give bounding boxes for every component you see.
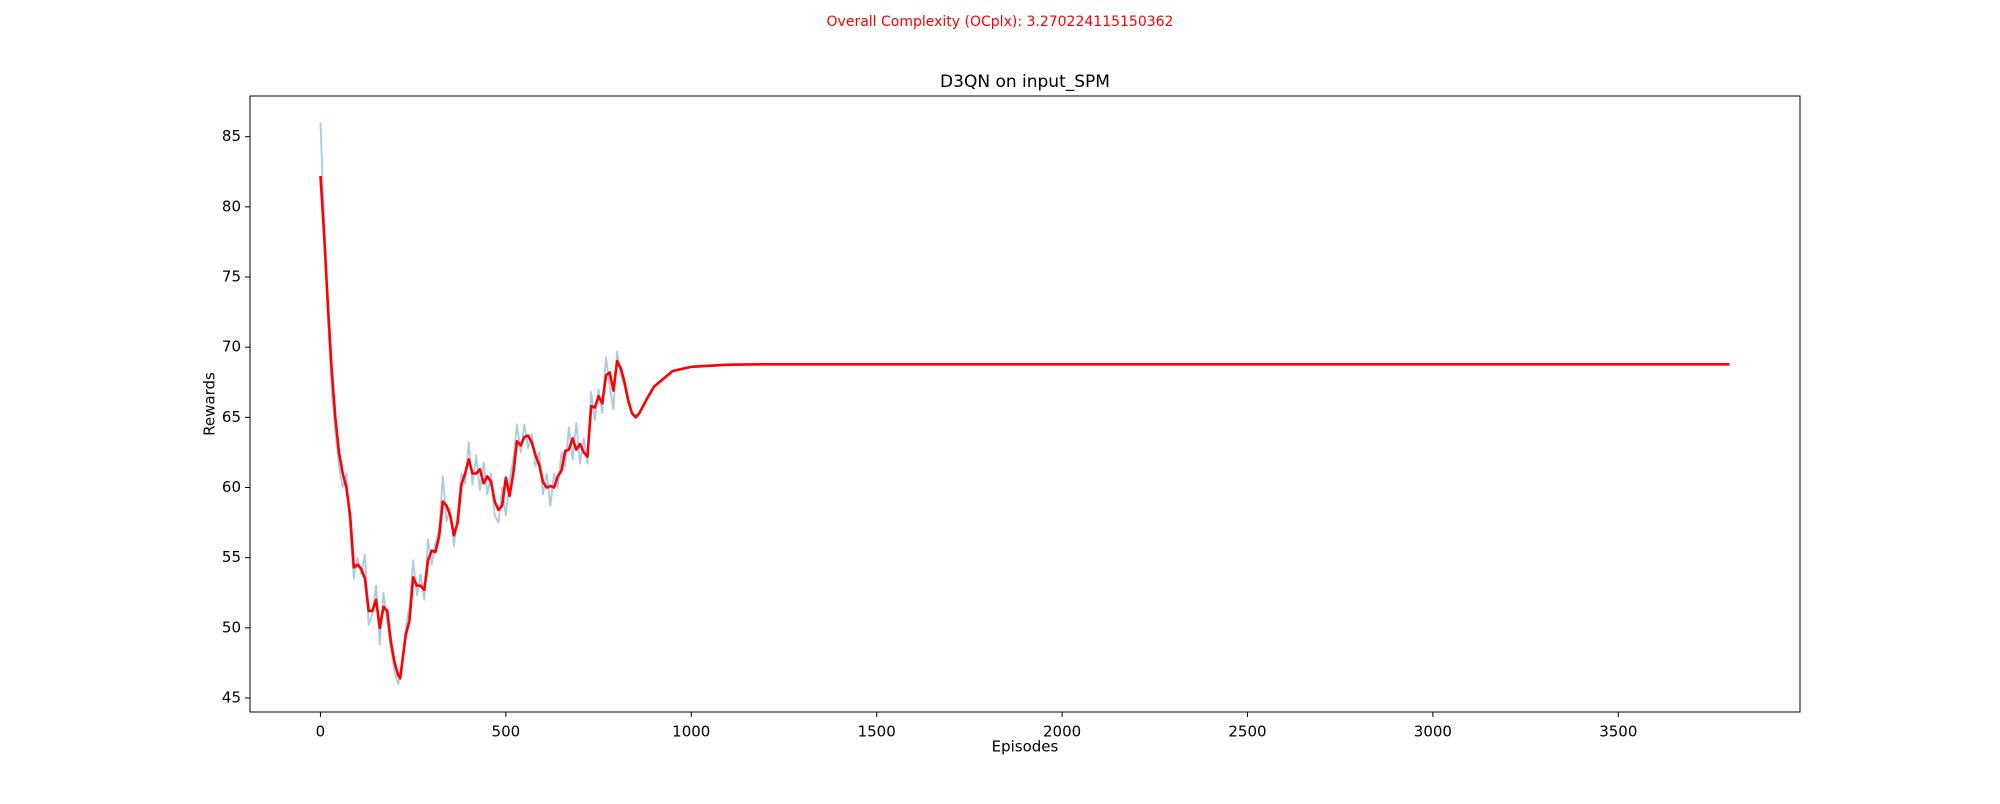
line-series <box>319 122 633 685</box>
suptitle: Overall Complexity (OCplx): 3.2702241151… <box>827 14 1174 30</box>
y-tick-label: 80 <box>222 197 241 215</box>
y-tick-label: 50 <box>222 618 241 636</box>
y-tick-label: 60 <box>222 478 241 496</box>
y-tick-label: 70 <box>222 338 241 356</box>
x-tick-label: 500 <box>492 723 521 741</box>
x-tick-label: 2000 <box>1043 723 1081 741</box>
y-tick-label: 55 <box>222 548 241 566</box>
y-axis-label: Rewards <box>201 372 219 436</box>
line-series <box>319 175 1730 680</box>
x-tick-label: 1500 <box>858 723 896 741</box>
chart-title: D3QN on input_SPM <box>940 72 1110 92</box>
x-tick-label: 1000 <box>672 723 710 741</box>
x-tick-label: 3000 <box>1414 723 1452 741</box>
x-tick-label: 3500 <box>1599 723 1637 741</box>
x-tick-label: 0 <box>316 723 326 741</box>
y-tick-label: 75 <box>222 268 241 286</box>
y-tick-label: 85 <box>222 127 241 145</box>
plot-frame <box>249 95 1801 713</box>
y-tick-label: 65 <box>222 408 241 426</box>
y-tick-label: 45 <box>222 688 241 706</box>
x-axis-label: Episodes <box>992 738 1059 756</box>
x-tick-label: 2500 <box>1228 723 1266 741</box>
